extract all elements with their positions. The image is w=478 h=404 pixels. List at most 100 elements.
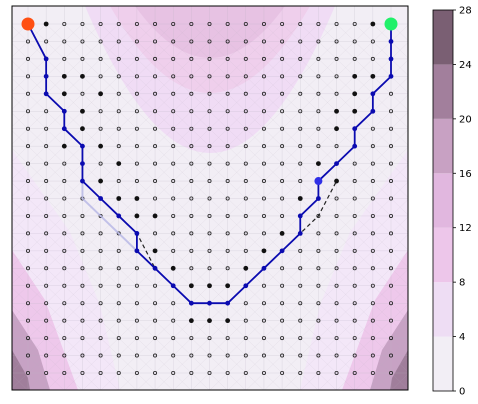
grid-line [64,23,408,355]
sample-point [243,109,248,114]
sample-point [171,336,176,341]
path-point [80,178,85,184]
sample-point [316,56,321,61]
sample-point [352,161,357,166]
sample-point [116,196,122,201]
colorbar-band [433,173,453,228]
sample-point [243,353,248,358]
sample-point [25,109,30,114]
sample-point [98,91,103,97]
sample-point [207,266,212,271]
path-point [316,196,321,201]
sample-point [188,318,194,324]
sample-point [334,196,339,201]
sample-point [225,161,230,166]
grid-line [12,23,373,372]
path-line [27,23,392,305]
sample-point [98,283,103,288]
sample-point [98,231,103,236]
grid-line [12,23,265,267]
grid-line [0,24,10,390]
grid-line [246,234,408,390]
grid-line [137,129,408,390]
sample-point [280,196,285,201]
path-point [297,231,303,236]
sample-point [116,266,121,271]
sample-point [370,73,376,79]
grid-line [12,305,101,390]
sample-point [316,21,321,26]
sample-point [280,301,285,306]
sample-point [153,109,158,114]
sample-point [62,161,67,166]
sample-point [116,161,122,167]
sample-point [243,21,248,26]
sample-point [189,248,194,253]
sample-point [80,266,85,271]
sample-points [25,21,393,375]
sample-point [44,266,49,271]
sample-point [80,91,85,96]
sample-point [44,213,49,218]
grid-line [209,23,408,216]
sample-point [388,126,393,131]
sample-point [207,39,212,44]
sample-point [388,91,393,96]
sample-point [225,231,230,236]
sample-point [370,283,375,288]
sample-point [98,74,103,79]
sample-point [370,231,375,236]
sample-point [116,370,121,375]
sample-point [25,179,30,184]
sample-point [316,248,321,253]
sample-point [316,318,321,323]
sample-point [243,265,249,271]
sample-point [62,56,67,61]
sample-point [80,56,85,61]
sample-point [25,196,30,201]
grid-line [12,43,373,390]
sample-point [370,301,375,306]
grid-line [12,23,101,110]
sample-point [80,248,85,253]
sample-point [261,318,266,323]
sample-point [298,74,303,79]
sample-point [388,144,393,149]
sample-point [62,39,67,44]
sample-point [134,266,139,271]
grid-line [209,199,408,390]
sample-point [316,144,321,149]
sample-point [43,21,49,27]
sample-point [171,301,176,306]
path-point [225,300,231,306]
sample-point [388,336,393,341]
sample-point [334,21,339,26]
sample-point [370,21,376,27]
grid-line [12,23,119,127]
sample-point [62,301,67,306]
sample-point [62,231,67,236]
sample-point [25,301,30,306]
grid-line [300,286,408,390]
sample-point [316,39,321,44]
sample-point [207,21,212,26]
sample-point [370,126,375,131]
sample-point [80,108,85,114]
grid-line [12,23,337,337]
sample-point [62,370,67,375]
sample-point [171,56,176,61]
sample-point [207,56,212,61]
sample-point [98,213,103,218]
sample-point [98,143,103,149]
grid-line [154,23,408,268]
sample-point [134,318,139,323]
sample-point [207,283,212,289]
sample-point [25,144,30,149]
sample-point [171,144,176,149]
sample-point [170,265,176,271]
sample-point [98,56,103,61]
sample-point [298,144,303,149]
sample-point [316,161,321,167]
sample-point [116,336,121,341]
colorbar-tick-label: 4 [459,332,465,343]
